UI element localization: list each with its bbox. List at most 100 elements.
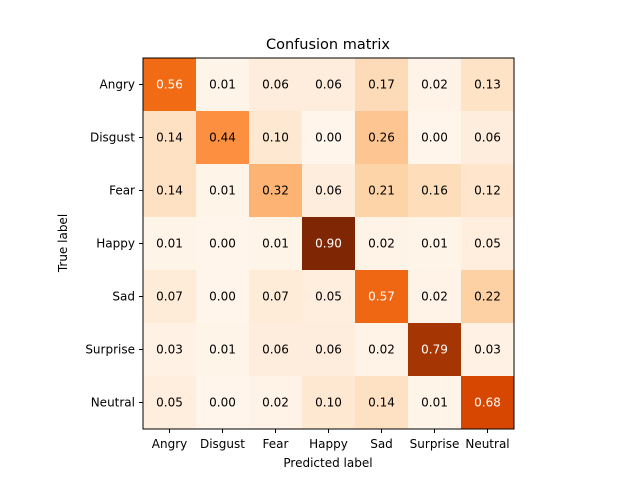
heatmap-cell [249, 270, 303, 324]
x-tick-label: Surprise [410, 437, 460, 451]
cell-value-label: 0.10 [262, 131, 289, 145]
cell-value-label: 0.05 [156, 396, 183, 410]
cell-value-label: 0.12 [474, 184, 501, 198]
heatmap-cell [249, 58, 303, 112]
heatmap-cell [196, 217, 250, 271]
cell-value-label: 0.06 [262, 343, 289, 357]
cell-value-label: 0.02 [262, 396, 289, 410]
cell-value-label: 0.02 [421, 290, 448, 304]
heatmap-cell [461, 270, 515, 324]
heatmap-cell [461, 323, 515, 377]
heatmap-cell [302, 111, 356, 165]
x-axis-label: Predicted label [283, 456, 372, 470]
cell-value-label: 0.00 [421, 131, 448, 145]
heatmap-cell [143, 217, 197, 271]
heatmap-cell [408, 323, 462, 377]
heatmap-cell [196, 111, 250, 165]
heatmap-cell [302, 323, 356, 377]
heatmap-cell [143, 376, 197, 430]
cell-value-label: 0.26 [368, 131, 395, 145]
heatmap-cell [143, 323, 197, 377]
heatmap-cell [143, 58, 197, 112]
heatmap-cell [249, 217, 303, 271]
y-tick-label: Disgust [90, 131, 135, 145]
y-tick-label: Neutral [91, 396, 135, 410]
heatmap-cell [249, 376, 303, 430]
heatmap-cells: 0.56 0.01 0.06 0.06 0.17 0.02 0.13 0.14 0.44 0.10… [143, 58, 515, 430]
cell-value-label: 0.03 [474, 343, 501, 357]
x-tick-label: Angry [152, 437, 187, 451]
cell-value-label: 0.01 [209, 343, 236, 357]
cell-value-label: 0.07 [262, 290, 289, 304]
cell-value-label: 0.05 [315, 290, 342, 304]
heatmap-cell [355, 217, 409, 271]
cell-value-label: 0.01 [156, 237, 183, 251]
heatmap-cell [302, 376, 356, 430]
heatmap-cell [196, 58, 250, 112]
cell-value-label: 0.06 [315, 343, 342, 357]
chart-title: Confusion matrix [266, 37, 390, 53]
heatmap-cell [408, 376, 462, 430]
heatmap-cell [355, 111, 409, 165]
cell-value-label: 0.02 [421, 78, 448, 92]
heatmap-cell [302, 164, 356, 218]
heatmap-cell [196, 376, 250, 430]
heatmap-cell [355, 164, 409, 218]
cell-value-label: 0.01 [262, 237, 289, 251]
heatmap-cell [461, 217, 515, 271]
heatmap-cell [408, 58, 462, 112]
x-tick-label: Sad [370, 437, 393, 451]
cell-value-label: 0.05 [474, 237, 501, 251]
heatmap-cell [461, 111, 515, 165]
cell-value-label: 0.17 [368, 78, 395, 92]
x-axis-ticks: Angry Disgust Fear Happy Sad Surprise Neutral [152, 429, 510, 451]
x-tick-label: Happy [309, 437, 348, 451]
heatmap-cell [461, 164, 515, 218]
heatmap-cell [249, 164, 303, 218]
cell-value-label: 0.01 [209, 184, 236, 198]
cell-value-label: 0.01 [209, 78, 236, 92]
cell-value-label: 0.02 [368, 237, 395, 251]
heatmap-cell [196, 323, 250, 377]
cell-value-label: 0.00 [209, 290, 236, 304]
heatmap-cell [196, 270, 250, 324]
cell-value-label: 0.13 [474, 78, 501, 92]
cell-value-label: 0.57 [368, 290, 395, 304]
cell-value-label: 0.06 [262, 78, 289, 92]
x-tick-label: Neutral [465, 437, 509, 451]
cell-value-label: 0.14 [156, 184, 183, 198]
y-tick-label: Surprise [85, 343, 135, 357]
heatmap-cell [196, 164, 250, 218]
cell-value-label: 0.00 [209, 396, 236, 410]
heatmap-cell [408, 164, 462, 218]
heatmap-cell [355, 376, 409, 430]
y-tick-label: Sad [112, 290, 135, 304]
cell-value-label: 0.06 [315, 184, 342, 198]
cell-value-label: 0.44 [209, 131, 236, 145]
heatmap-cell [143, 111, 197, 165]
y-tick-label: Happy [96, 237, 135, 251]
cell-value-label: 0.14 [156, 131, 183, 145]
cell-value-label: 0.07 [156, 290, 183, 304]
cell-value-label: 0.10 [315, 396, 342, 410]
cell-value-label: 0.06 [315, 78, 342, 92]
heatmap-cell [408, 217, 462, 271]
cell-value-label: 0.16 [421, 184, 448, 198]
x-tick-label: Disgust [200, 437, 245, 451]
cell-value-label: 0.21 [368, 184, 395, 198]
heatmap-cell [249, 323, 303, 377]
cell-value-label: 0.00 [209, 237, 236, 251]
y-axis-ticks: Angry Disgust Fear Happy Sad Surprise Neutral [85, 78, 143, 410]
heatmap-cell [408, 111, 462, 165]
heatmap-cell [408, 270, 462, 324]
y-axis-label: True label [56, 214, 70, 273]
heatmap-cell [302, 217, 356, 271]
cell-value-label: 0.90 [315, 237, 342, 251]
heatmap-cell [302, 270, 356, 324]
heatmap-cell [355, 323, 409, 377]
heatmap-cell [461, 58, 515, 112]
cell-value-label: 0.79 [421, 343, 448, 357]
cell-value-label: 0.00 [315, 131, 342, 145]
heatmap-cell [249, 111, 303, 165]
